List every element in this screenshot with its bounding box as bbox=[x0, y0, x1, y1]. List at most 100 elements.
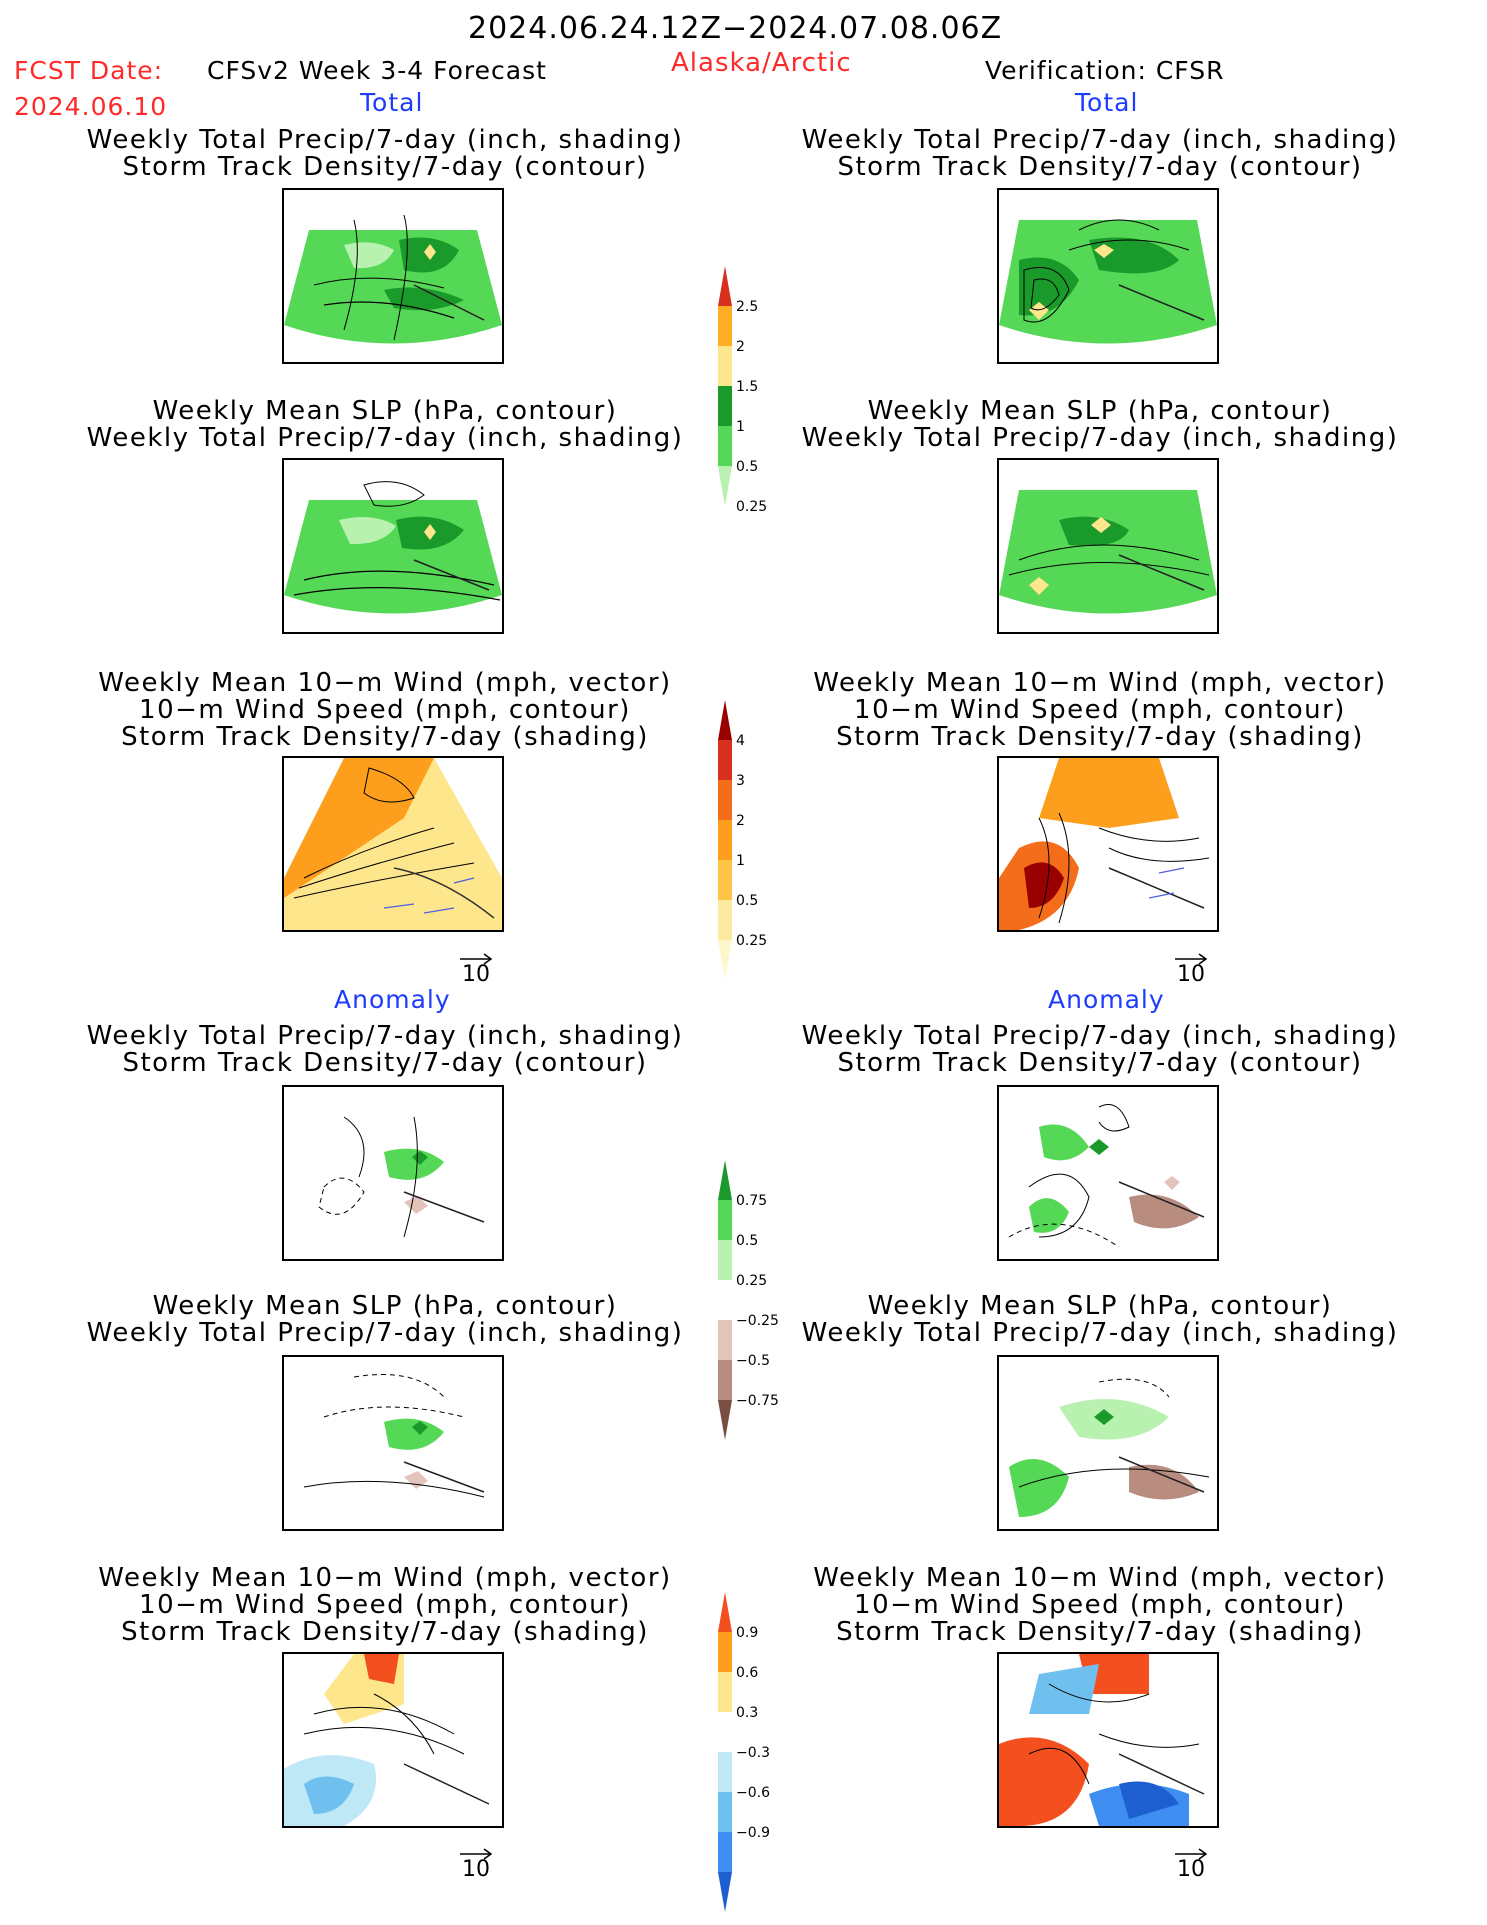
title-r4: Weekly Total Precip/7-day (inch, shading… bbox=[775, 1023, 1425, 1077]
title-line: Weekly Mean 10−m Wind (mph, vector) bbox=[98, 1563, 672, 1593]
colorbar-segment bbox=[718, 1320, 732, 1360]
colorbar-tick-label: 0.5 bbox=[736, 1233, 758, 1249]
title-line: Weekly Total Precip/7-day (inch, shading… bbox=[86, 1318, 684, 1348]
title-line: Storm Track Density/7-day (contour) bbox=[122, 1048, 648, 1078]
colorbar-tick-label: 0.25 bbox=[736, 933, 767, 949]
colorbar-svg: 0.75 0.5 0.25 −0.25 −0.5 −0.75 bbox=[718, 1160, 779, 1440]
fcst-date-value: 2024.06.10 bbox=[14, 92, 168, 121]
map-slp-precip-verification bbox=[997, 458, 1219, 634]
title-line: Weekly Total Precip/7-day (inch, shading… bbox=[86, 423, 684, 453]
title-line: Storm Track Density/7-day (shading) bbox=[121, 1617, 649, 1647]
arrow-right-icon bbox=[460, 1848, 493, 1860]
map-slp-precip-anomaly-verification bbox=[997, 1355, 1219, 1531]
colorbar-segment bbox=[718, 900, 732, 940]
arrow-right-icon bbox=[1175, 1848, 1208, 1860]
title-line: Weekly Mean SLP (hPa, contour) bbox=[152, 396, 618, 426]
colorbar-segment bbox=[718, 1200, 732, 1240]
section-total-left: Total bbox=[360, 88, 424, 117]
colorbar-segment bbox=[718, 1280, 732, 1320]
vector-key-l2: 10 bbox=[460, 1845, 494, 1882]
colorbar-tick-label: 2 bbox=[736, 813, 745, 829]
title-r1: Weekly Total Precip/7-day (inch, shading… bbox=[775, 127, 1425, 181]
model-title: CFSv2 Week 3-4 Forecast bbox=[207, 56, 547, 85]
vector-key-label: 10 bbox=[462, 1857, 490, 1882]
map-precip-storm-anomaly-forecast bbox=[282, 1085, 504, 1261]
title-line: Weekly Mean 10−m Wind (mph, vector) bbox=[813, 668, 1387, 698]
arrow-right-icon bbox=[460, 953, 493, 965]
colorbar-tick-label: −0.3 bbox=[736, 1745, 770, 1761]
colorbar-segment bbox=[718, 700, 732, 740]
title-line: Weekly Total Precip/7-day (inch, shading… bbox=[801, 1318, 1399, 1348]
title-l6: Weekly Mean 10−m Wind (mph, vector) 10−m… bbox=[60, 1565, 710, 1646]
colorbar-storm-anomaly: 0.9 0.6 0.3 −0.3 −0.6 −0.9 bbox=[718, 1592, 798, 1912]
title-l4: Weekly Total Precip/7-day (inch, shading… bbox=[60, 1023, 710, 1077]
vector-key-label: 10 bbox=[1177, 1857, 1205, 1882]
colorbar-segment bbox=[718, 466, 732, 506]
colorbar-tick-label: 2 bbox=[736, 339, 745, 355]
title-line: Storm Track Density/7-day (contour) bbox=[837, 152, 1363, 182]
vector-key-r2: 10 bbox=[1175, 1845, 1209, 1882]
colorbar-segment bbox=[718, 1712, 732, 1752]
section-anomaly-right: Anomaly bbox=[1048, 985, 1165, 1014]
colorbar-svg: 0.9 0.6 0.3 −0.3 −0.6 −0.9 bbox=[718, 1592, 770, 1912]
title-line: Weekly Mean SLP (hPa, contour) bbox=[152, 1291, 618, 1321]
colorbar-tick-label: −0.25 bbox=[736, 1313, 779, 1329]
map-slp-precip-anomaly-forecast bbox=[282, 1355, 504, 1531]
colorbar-tick-label: −0.6 bbox=[736, 1785, 770, 1801]
colorbar-storm-total: 4 3 2 1 0.5 0.25 bbox=[718, 700, 798, 980]
colorbar-tick-label: 0.5 bbox=[736, 893, 758, 909]
vector-key-label: 10 bbox=[1177, 962, 1205, 987]
colorbar-segment bbox=[718, 1872, 732, 1912]
title-line: Weekly Total Precip/7-day (inch, shading… bbox=[86, 125, 684, 155]
colorbar-tick-label: −0.9 bbox=[736, 1825, 770, 1841]
title-line: Storm Track Density/7-day (shading) bbox=[836, 722, 1364, 752]
colorbar-segment bbox=[718, 860, 732, 900]
colorbar-precip-anomaly: 0.75 0.5 0.25 −0.25 −0.5 −0.75 bbox=[718, 1160, 798, 1440]
vector-key-l1: 10 bbox=[460, 950, 494, 987]
title-line: 10−m Wind Speed (mph, contour) bbox=[854, 695, 1346, 725]
colorbar-tick-label: 0.75 bbox=[736, 1193, 767, 1209]
title-l3: Weekly Mean 10−m Wind (mph, vector) 10−m… bbox=[60, 670, 710, 751]
colorbar-segment bbox=[718, 1792, 732, 1832]
colorbar-tick-label: 0.25 bbox=[736, 499, 767, 515]
colorbar-segment bbox=[718, 1360, 732, 1400]
title-line: Weekly Mean 10−m Wind (mph, vector) bbox=[813, 1563, 1387, 1593]
colorbar-segment bbox=[718, 1592, 732, 1632]
colorbar-tick-label: −0.5 bbox=[736, 1353, 770, 1369]
colorbar-segment bbox=[718, 1160, 732, 1200]
colorbar-tick-label: 0.25 bbox=[736, 1273, 767, 1289]
colorbar-tick-label: 1 bbox=[736, 853, 745, 869]
colorbar-segment bbox=[718, 266, 732, 306]
colorbar-segment bbox=[718, 1400, 732, 1440]
colorbar-svg: 4 3 2 1 0.5 0.25 bbox=[718, 700, 767, 980]
map-wind-storm-anomaly-forecast bbox=[282, 1652, 504, 1828]
colorbar-segment bbox=[718, 780, 732, 820]
arrow-right-icon bbox=[1175, 953, 1208, 965]
map-total-precip-storm-verification bbox=[997, 188, 1219, 364]
colorbar-tick-label: 0.5 bbox=[736, 459, 758, 475]
colorbar-tick-label: 2.5 bbox=[736, 299, 758, 315]
colorbar-segment bbox=[718, 820, 732, 860]
title-l1: Weekly Total Precip/7-day (inch, shading… bbox=[60, 127, 710, 181]
colorbar-segment bbox=[718, 1832, 732, 1872]
colorbar-segment bbox=[718, 940, 732, 980]
map-total-precip-storm-forecast bbox=[282, 188, 504, 364]
title-l5: Weekly Mean SLP (hPa, contour) Weekly To… bbox=[60, 1293, 710, 1347]
title-line: Storm Track Density/7-day (shading) bbox=[121, 722, 649, 752]
section-total-right: Total bbox=[1075, 88, 1139, 117]
colorbar-svg: 2.5 2 1.5 1 0.5 0.25 bbox=[718, 266, 767, 515]
title-line: Weekly Total Precip/7-day (inch, shading… bbox=[801, 423, 1399, 453]
fcst-date-label: FCST Date: bbox=[14, 56, 164, 85]
colorbar-segment bbox=[718, 426, 732, 466]
title-line: 10−m Wind Speed (mph, contour) bbox=[139, 695, 631, 725]
colorbar-tick-label: 1.5 bbox=[736, 379, 758, 395]
date-range-title: 2024.06.24.12Z−2024.07.08.06Z bbox=[468, 11, 1003, 46]
vector-key-label: 10 bbox=[462, 962, 490, 987]
colorbar-segment bbox=[718, 306, 732, 346]
map-precip-storm-anomaly-verification bbox=[997, 1085, 1219, 1261]
title-line: Storm Track Density/7-day (contour) bbox=[122, 152, 648, 182]
colorbar-segment bbox=[718, 1752, 732, 1792]
title-line: Weekly Total Precip/7-day (inch, shading… bbox=[86, 1021, 684, 1051]
colorbar-tick-label: 1 bbox=[736, 419, 745, 435]
map-wind-storm-anomaly-verification bbox=[997, 1652, 1219, 1828]
